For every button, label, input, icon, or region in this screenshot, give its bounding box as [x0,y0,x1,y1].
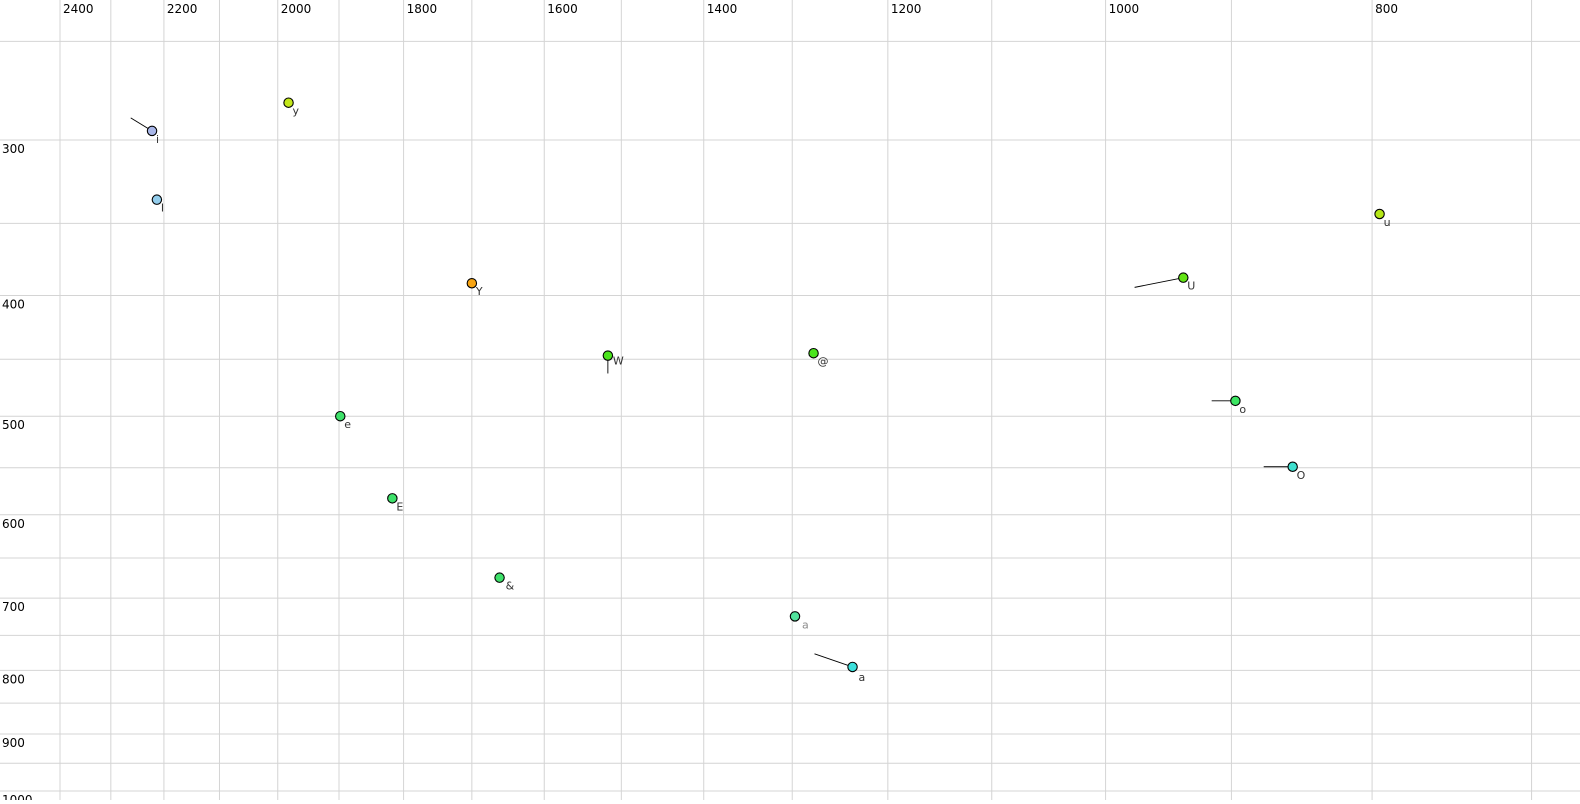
y-tick-label: 1000 [2,793,33,800]
y-tick-label: 800 [2,672,25,686]
vowel-point-label: & [506,580,515,593]
vowel-point-label: Y [475,285,483,298]
vowel-point-marker [1287,461,1298,473]
x-tick-label: 2200 [167,2,198,16]
vowel-point-label: W [613,355,624,368]
vowel-point-marker [151,194,163,205]
vowel-point-label: @ [818,355,829,368]
y-tick-label: 900 [2,736,25,750]
vowel-point-marker [1374,208,1385,220]
vowel-point-label: U [1187,280,1195,293]
y-tick-label: 700 [2,600,25,614]
vowel-point-label: a [859,671,866,684]
vowel-point-marker [335,410,346,422]
x-tick-label: 2400 [63,2,94,16]
x-tick-label: 2000 [281,2,312,16]
vowel-point-label: E [396,500,403,513]
vowel-point-marker [1178,272,1189,283]
y-tick-label: 300 [2,142,25,156]
vowel-point-label: y [293,105,300,118]
x-tick-label: 1000 [1109,2,1140,16]
vowel-point-marker [808,347,819,359]
x-tick-label: 800 [1375,2,1398,16]
leader-line [1134,277,1184,288]
y-tick-label: 500 [2,418,25,432]
vowel-point-marker [146,125,158,137]
vowel-point-label: O [1297,469,1306,482]
x-tick-label: 1200 [891,2,922,16]
y-tick-label: 600 [2,517,25,531]
vowel-point-marker [602,350,614,361]
vowel-point-label: I [161,202,164,215]
y-tick-label: 400 [2,298,25,312]
vowel-point-label: o [1239,403,1246,416]
vowel-point-marker [789,611,801,622]
vowel-point-label: u [1384,216,1391,229]
vowel-point-marker [387,493,398,504]
vowel-point-label: i [156,133,159,146]
vowel-point-label: a [802,618,809,631]
leader-line [814,653,853,668]
vowel-point-marker [847,661,858,673]
vowel-point-marker [283,97,294,108]
x-tick-label: 1800 [407,2,438,16]
vowel-point-marker [466,277,478,289]
x-tick-label: 1600 [547,2,578,16]
vowel-point-label: e [344,418,351,431]
vowel-point-marker [494,572,505,583]
vowel-point-marker [1230,395,1241,407]
x-tick-label: 1400 [707,2,738,16]
